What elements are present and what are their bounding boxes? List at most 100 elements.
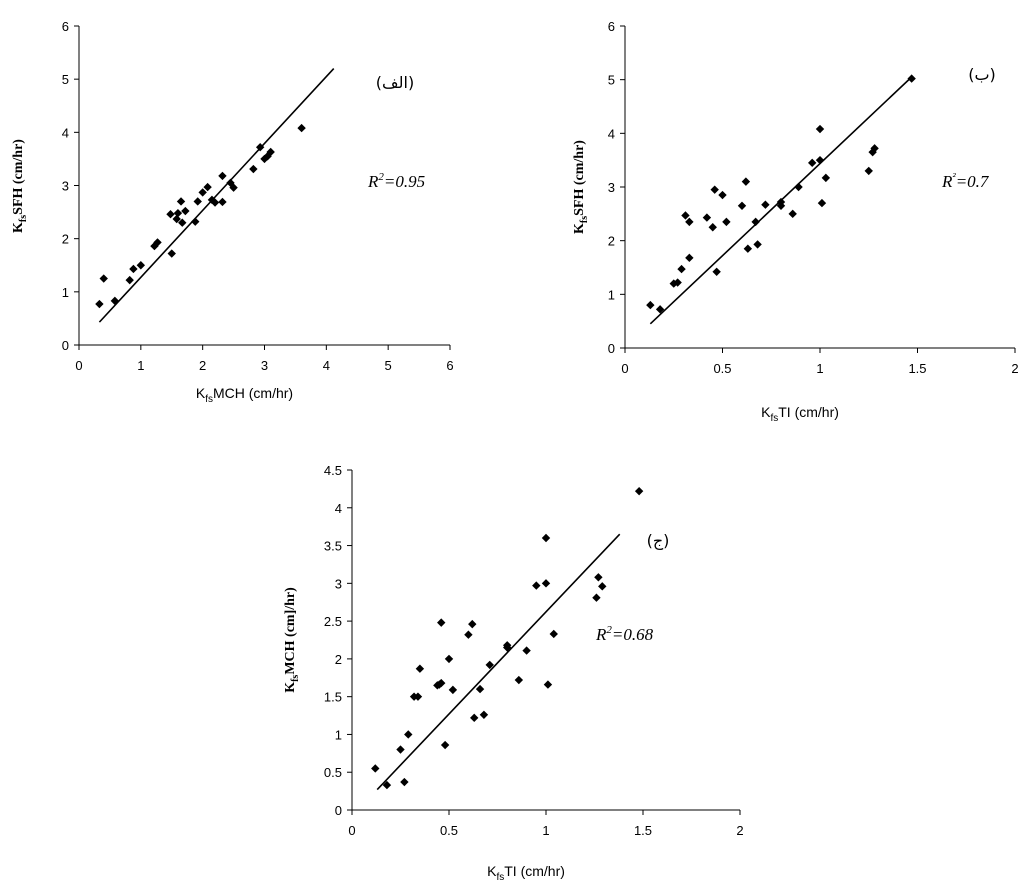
y-tick-label: 0.5 [324, 765, 342, 780]
data-point [543, 680, 553, 689]
x-tick-label: 0 [621, 361, 628, 376]
x-axis-label-subscript: fs [496, 872, 504, 883]
x-tick-label: 4 [323, 358, 330, 373]
data-point [437, 678, 446, 688]
data-point [788, 209, 797, 219]
x-tick-label: 0.5 [713, 361, 731, 376]
x-axis-label-base: K [761, 404, 771, 420]
y-axis-label-base: K [11, 222, 26, 233]
x-tick-label: 2 [199, 358, 206, 373]
data-point [400, 777, 409, 787]
data-point [753, 240, 762, 249]
x-tick-label: 0 [348, 823, 355, 838]
r-squared-superscript: 2 [378, 171, 384, 183]
r-squared-symbol: R [941, 172, 953, 191]
data-point [594, 573, 603, 582]
r-squared-annotation: R2=0.95 [367, 171, 425, 191]
r-squared-annotation: R²=0.7 [941, 171, 990, 191]
x-axis-label: KfsMCH (cm/hr) [196, 385, 293, 405]
data-point [173, 208, 183, 218]
data-point [198, 188, 207, 197]
data-point [396, 745, 405, 754]
x-axis-label: KfsTI (cm/hr) [487, 863, 565, 883]
x-axis-label-text: TI (cm/hr) [778, 404, 839, 420]
data-point [761, 200, 770, 209]
data-point [737, 201, 747, 210]
y-tick-label: 1 [335, 727, 342, 742]
r-squared-value: =0.68 [612, 625, 654, 644]
data-point [470, 713, 479, 723]
r-squared-annotation: R2=0.68 [595, 624, 654, 644]
y-axis-label-text: SFH (cm/hr) [11, 139, 26, 215]
data-point [229, 183, 238, 192]
data-point [166, 210, 175, 219]
data-point [815, 124, 825, 134]
data-point [95, 299, 104, 309]
data-point [718, 190, 727, 200]
trend-line [98, 67, 335, 323]
data-point [136, 261, 146, 270]
y-tick-label: 3 [608, 180, 615, 195]
x-tick-label: 2 [1011, 361, 1018, 376]
data-point [503, 641, 512, 650]
data-point [440, 740, 450, 750]
data-point [226, 178, 235, 188]
data-point [444, 654, 454, 664]
data-point [479, 710, 489, 719]
y-tick-label: 3 [335, 576, 342, 591]
x-axis-label-text: TI (cm/hr) [504, 863, 565, 879]
data-point [549, 629, 558, 639]
y-axis-label-text: MCH (cm]/hr) [283, 587, 298, 675]
data-point [681, 211, 690, 220]
data-point [193, 197, 202, 206]
y-tick-label: 0 [62, 338, 69, 353]
data-point [685, 253, 694, 263]
x-axis-label-subscript: fs [770, 413, 778, 424]
y-tick-label: 6 [608, 19, 615, 34]
data-point [181, 206, 190, 216]
data-point [413, 692, 423, 701]
panel-label: (ب) [968, 65, 996, 84]
data-point [255, 143, 265, 152]
data-point [218, 171, 227, 181]
x-tick-label: 1.5 [908, 361, 926, 376]
data-point [673, 278, 682, 287]
y-axis-label: KfsSFH (cm/hr) [572, 140, 590, 234]
trend-line [376, 533, 621, 791]
x-tick-label: 6 [446, 358, 453, 373]
data-point [172, 214, 181, 224]
data-point [864, 166, 873, 176]
data-point [655, 305, 665, 314]
data-point [514, 675, 524, 685]
data-point [541, 579, 551, 588]
data-point [110, 296, 120, 306]
y-tick-label: 6 [62, 19, 69, 34]
data-point [210, 198, 220, 207]
x-tick-label: 1 [542, 823, 549, 838]
y-tick-label: 1.5 [324, 690, 342, 705]
data-point [741, 177, 751, 186]
y-axis-label-subscript: fs [290, 675, 301, 682]
y-axis-label-subscript: fs [579, 216, 590, 223]
x-axis-label-subscript: fs [205, 394, 213, 405]
data-point [677, 264, 686, 274]
r-squared-symbol: R [367, 172, 379, 191]
data-point [532, 581, 541, 590]
data-point [125, 275, 134, 285]
r-squared-symbol: R [595, 625, 607, 644]
data-point [907, 74, 916, 83]
data-point [685, 217, 694, 227]
data-point [176, 197, 186, 206]
data-point [541, 533, 551, 543]
data-point [751, 217, 760, 227]
panel-label: (ج) [647, 531, 670, 551]
data-point [448, 685, 458, 695]
data-point [522, 646, 531, 655]
y-axis-label-text: SFH (cm/hr) [572, 140, 587, 216]
data-point [815, 155, 825, 165]
y-axis-label-base: K [283, 682, 298, 693]
